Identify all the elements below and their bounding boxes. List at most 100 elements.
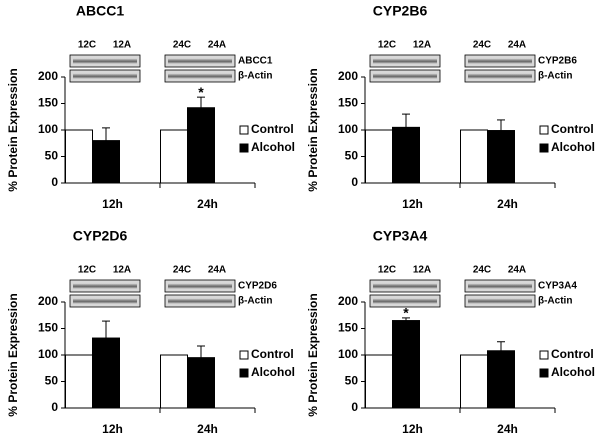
y-tick-label: 200: [338, 69, 358, 83]
y-tick-label: 200: [338, 294, 358, 308]
legend-swatch: [239, 350, 249, 360]
x-tick-label: 24h: [197, 197, 218, 211]
blot-protein-label: CYP3A4: [538, 281, 577, 292]
y-tick-label: 0: [351, 175, 358, 189]
blot-lane-label: 12A: [413, 40, 431, 51]
blot-lane-label: 12A: [113, 40, 131, 51]
legend-label: Control: [251, 122, 294, 136]
chart-title: ABCC1: [76, 3, 124, 19]
bar: [460, 129, 488, 184]
legend-label: Control: [551, 347, 594, 361]
blot-band: [73, 298, 137, 304]
bar: [160, 129, 188, 184]
chart-title: CYP3A4: [373, 228, 428, 244]
blot-band: [73, 73, 137, 79]
blot-lane-label: 24A: [208, 40, 226, 51]
bar: [92, 140, 120, 184]
y-tick-label: 50: [45, 374, 59, 388]
legend-label: Alcohol: [551, 365, 595, 379]
x-tick-label: 24h: [497, 197, 518, 211]
blot-protein-label: CYP2B6: [538, 56, 577, 67]
blot-band: [168, 298, 232, 304]
legend-swatch: [539, 368, 549, 378]
legend-swatch: [539, 125, 549, 135]
blot-band: [168, 73, 232, 79]
x-tick-label: 12h: [402, 422, 423, 436]
y-tick-label: 0: [351, 400, 358, 414]
y-axis-label: % Protein Expression: [306, 68, 320, 191]
legend-label: Alcohol: [251, 365, 295, 379]
blot-lane-label: 24C: [173, 40, 191, 51]
y-tick-label: 150: [38, 96, 58, 110]
blot-lane-label: 24A: [208, 265, 226, 276]
legend-label: Alcohol: [251, 140, 295, 154]
blot-band: [373, 298, 437, 304]
blot-lane-label: 24A: [508, 40, 526, 51]
blot-band: [168, 283, 232, 289]
y-tick-label: 0: [51, 175, 58, 189]
blot-lane-label: 12C: [378, 265, 396, 276]
blot-band: [73, 283, 137, 289]
bar: [187, 357, 215, 409]
blot-lane-label: 12C: [378, 40, 396, 51]
x-tick-label: 24h: [497, 422, 518, 436]
y-tick-label: 150: [338, 96, 358, 110]
bar: [92, 337, 120, 409]
blot-lane-label: 12A: [113, 265, 131, 276]
chart-title: CYP2B6: [373, 3, 428, 19]
blot-band: [373, 58, 437, 64]
blot-band: [168, 58, 232, 64]
legend-label: Control: [251, 347, 294, 361]
bar: [487, 350, 515, 409]
y-tick-label: 100: [338, 347, 358, 361]
blot-band: [373, 283, 437, 289]
blot-band: [373, 73, 437, 79]
y-tick-label: 100: [38, 347, 58, 361]
blot-lane-label: 12A: [413, 265, 431, 276]
y-tick-label: 150: [38, 321, 58, 335]
significance: *: [198, 84, 204, 100]
legend-swatch: [239, 125, 249, 135]
blot-lane-label: 24C: [473, 265, 491, 276]
blot-band: [73, 58, 137, 64]
legend-label: Alcohol: [551, 140, 595, 154]
bar: [365, 354, 393, 409]
blot-band: [468, 283, 532, 289]
y-tick-label: 150: [338, 321, 358, 335]
legend-swatch: [239, 368, 249, 378]
y-tick-label: 50: [45, 149, 59, 163]
x-tick-label: 12h: [402, 197, 423, 211]
blot-protein-label: β-Actin: [538, 71, 572, 82]
legend-swatch: [239, 143, 249, 153]
bar: [487, 130, 515, 184]
bar: [392, 126, 420, 184]
legend-swatch: [539, 350, 549, 360]
blot-band: [468, 58, 532, 64]
blot-protein-label: β-Actin: [238, 296, 272, 307]
x-tick-label: 12h: [102, 422, 123, 436]
y-axis-label: % Protein Expression: [6, 293, 20, 416]
bar: [65, 129, 93, 184]
blot-protein-label: ABCC1: [238, 56, 273, 67]
x-tick-label: 12h: [102, 197, 123, 211]
legend-swatch: [539, 143, 549, 153]
bar: [187, 107, 215, 184]
significance: *: [403, 305, 409, 321]
bar: [160, 354, 188, 409]
blot-protein-label: CYP2D6: [238, 281, 277, 292]
y-tick-label: 0: [51, 400, 58, 414]
blot-protein-label: β-Actin: [538, 296, 572, 307]
y-tick-label: 100: [338, 122, 358, 136]
bar: [65, 354, 93, 409]
blot-lane-label: 12C: [78, 40, 96, 51]
blot-lane-label: 24A: [508, 265, 526, 276]
bar: [460, 354, 488, 409]
blot-lane-label: 12C: [78, 265, 96, 276]
blot-protein-label: β-Actin: [238, 71, 272, 82]
y-tick-label: 200: [38, 69, 58, 83]
y-axis-label: % Protein Expression: [306, 293, 320, 416]
y-axis-label: % Protein Expression: [6, 68, 20, 191]
legend-label: Control: [551, 122, 594, 136]
blot-lane-label: 24C: [173, 265, 191, 276]
blot-band: [468, 298, 532, 304]
